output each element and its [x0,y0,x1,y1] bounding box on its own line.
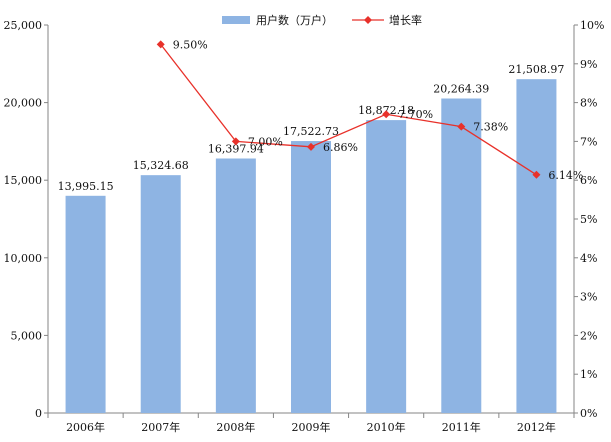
growth-value-label: 6.86% [323,141,358,154]
growth-value-label: 6.14% [548,169,583,182]
growth-value-labels: 9.50% 7.00% 6.86% 7.70% 7.38% 6.14% [173,38,584,181]
growth-value-label: 7.70% [398,108,433,121]
bar-value-label: 16,397.94 [208,143,264,156]
x-tick-label: 2011年 [442,420,481,434]
bar-value-label: 17,522.73 [283,125,339,138]
growth-line [156,40,541,179]
bar [441,98,482,413]
growth-line-path [160,44,537,176]
growth-value-label: 7.00% [248,135,283,148]
growth-point [457,122,466,131]
right-tick-label: 4% [580,252,597,265]
x-tick-label: 2010年 [367,420,406,434]
left-tick-label: 5,000 [11,329,43,342]
bar-value-label: 13,995.15 [58,180,114,193]
bar-value-label: 21,508.97 [508,63,564,76]
right-tick-label: 2% [580,329,597,342]
right-tick-label: 8% [580,97,597,110]
legend-bar-label: 用户数（万户） [256,13,333,27]
growth-point [307,142,315,151]
left-tick-label: 0 [35,407,42,420]
bar [140,175,181,413]
growth-value-label: 7.38% [473,121,508,134]
legend-line-marker [364,16,372,24]
axes: 0 5,000 10,000 15,000 20,000 25,000 0% 1% 2% 3% 4%… [4,19,605,434]
right-tick-label: 9% [580,58,597,71]
x-tick-label: 2007年 [141,420,180,434]
growth-point [156,40,165,49]
bar [215,158,256,413]
left-tick-label: 10,000 [4,252,43,265]
right-tick-label: 6% [580,174,597,187]
x-tick-label: 2008年 [216,420,255,434]
bar [366,120,407,414]
right-tick-label: 1% [580,368,597,381]
right-tick-label: 10% [580,19,604,32]
right-tick-label: 5% [580,213,597,226]
growth-value-label: 9.50% [173,38,208,51]
x-tick-label: 2009年 [292,420,331,434]
growth-point [231,137,240,146]
left-tick-label: 25,000 [4,19,43,32]
bars [65,79,557,414]
right-tick-label: 7% [580,135,597,148]
growth-point [532,170,541,179]
legend-line-label: 增长率 [389,13,422,27]
bar [65,195,106,413]
bar [291,141,331,413]
bar-value-label: 15,324.68 [133,159,189,172]
growth-point [382,110,391,119]
bar [516,79,557,413]
bar-value-label: 20,264.39 [433,82,489,95]
legend-bar-swatch [222,16,250,24]
right-tick-label: 0% [580,407,597,420]
left-tick-label: 15,000 [4,174,43,187]
x-tick-label: 2006年 [66,420,105,434]
legend: 用户数（万户） 增长率 [222,13,422,27]
x-tick-label: 2012年 [517,420,556,434]
right-tick-label: 3% [580,291,597,304]
left-tick-label: 20,000 [4,97,43,110]
